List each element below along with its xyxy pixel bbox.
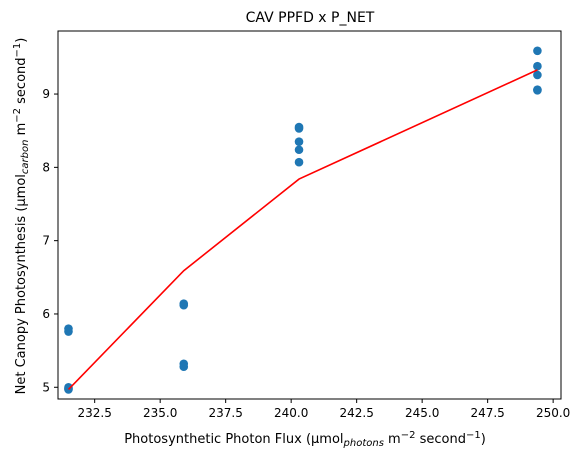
plot-frame — [57, 30, 562, 400]
y-tick-label: 8 — [42, 160, 50, 174]
y-tick-label: 5 — [42, 380, 50, 394]
x-tick-label: 232.5 — [77, 406, 111, 420]
x-tick-label: 237.5 — [208, 406, 242, 420]
scatter-point — [294, 145, 304, 155]
scatter-point — [533, 46, 542, 56]
scatter-point — [294, 137, 304, 146]
scatter-point — [294, 157, 304, 167]
y-tick-label: 6 — [42, 307, 50, 321]
scatter-point — [533, 70, 542, 80]
chart-title: CAV PPFD x P_NET — [246, 10, 375, 26]
scatter-point — [64, 327, 73, 336]
plot-area — [64, 46, 542, 394]
y-axis-label: Net Canopy Photosynthesis (μmolcarbon m−… — [12, 38, 31, 395]
x-tick-label: 250.0 — [536, 406, 570, 420]
scatter-point — [179, 362, 189, 372]
x-axis-label: Photosynthetic Photon Flux (μmolphotons … — [124, 430, 486, 449]
y-tick-label: 7 — [42, 234, 50, 248]
x-tick-label: 240.0 — [274, 406, 308, 420]
y-tick-label: 9 — [42, 87, 50, 101]
x-tick-label: 235.0 — [143, 406, 177, 420]
scatter-point — [294, 124, 304, 133]
scatter-point — [533, 86, 542, 95]
series-line-1 — [67, 69, 538, 391]
scatter-point — [179, 300, 189, 310]
x-tick-label: 245.0 — [405, 406, 439, 420]
scatter-point — [533, 61, 542, 71]
axis-labels: Photosynthetic Photon Flux (μmolphotons … — [12, 38, 486, 449]
x-tick-label: 247.5 — [470, 406, 504, 420]
x-tick-label: 242.5 — [339, 406, 373, 420]
axes: 232.5 235.0 237.5 240.0 242.5 245.0 247.5 250.0… — [42, 30, 570, 420]
